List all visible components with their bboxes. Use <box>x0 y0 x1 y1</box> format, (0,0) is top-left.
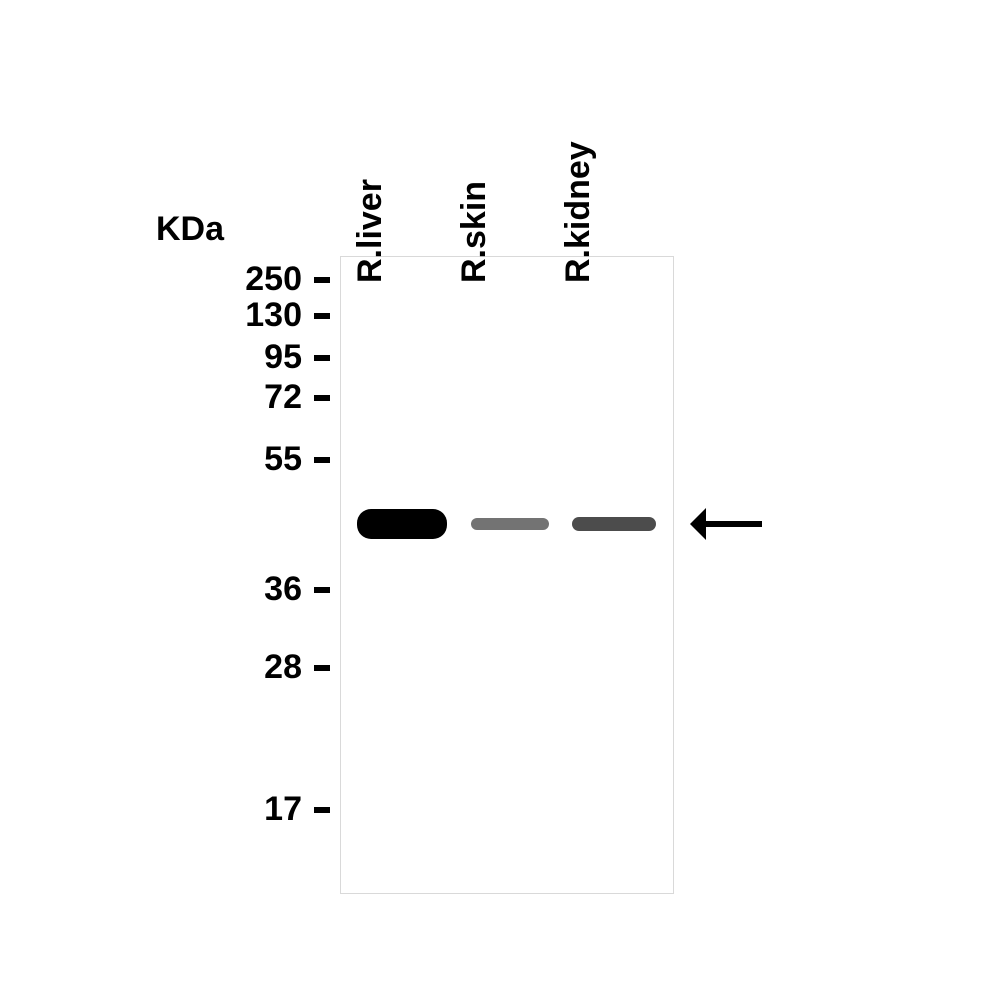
mw-tick <box>314 395 330 401</box>
mw-label: 250 <box>0 260 302 299</box>
lane-label-liver: R.liver <box>351 179 390 283</box>
mw-label: 36 <box>0 570 302 609</box>
mw-label: 130 <box>0 296 302 335</box>
mw-tick <box>314 587 330 593</box>
mw-tick <box>314 665 330 671</box>
band-kidney <box>572 517 656 531</box>
mw-tick <box>314 457 330 463</box>
blot-membrane <box>340 256 674 894</box>
mw-label: 72 <box>0 378 302 417</box>
mw-tick <box>314 277 330 283</box>
mw-tick <box>314 807 330 813</box>
lane-label-kidney: R.kidney <box>559 141 598 283</box>
western-blot-figure: KDa 2501309572 55 36 28 17 R.liver R.skin R.kidn… <box>0 0 1000 1000</box>
band-indicator-arrow-head <box>690 508 706 540</box>
mw-label: 95 <box>0 338 302 377</box>
mw-label: 55 <box>0 440 302 479</box>
band-indicator-arrow-stem <box>706 521 762 527</box>
lane-label-skin: R.skin <box>455 181 494 283</box>
mw-tick <box>314 313 330 319</box>
band-liver <box>357 509 447 539</box>
band-skin <box>471 518 549 530</box>
mw-label: 28 <box>0 648 302 687</box>
mw-tick <box>314 355 330 361</box>
mw-label: 17 <box>0 790 302 829</box>
kda-header: KDa <box>156 210 224 249</box>
